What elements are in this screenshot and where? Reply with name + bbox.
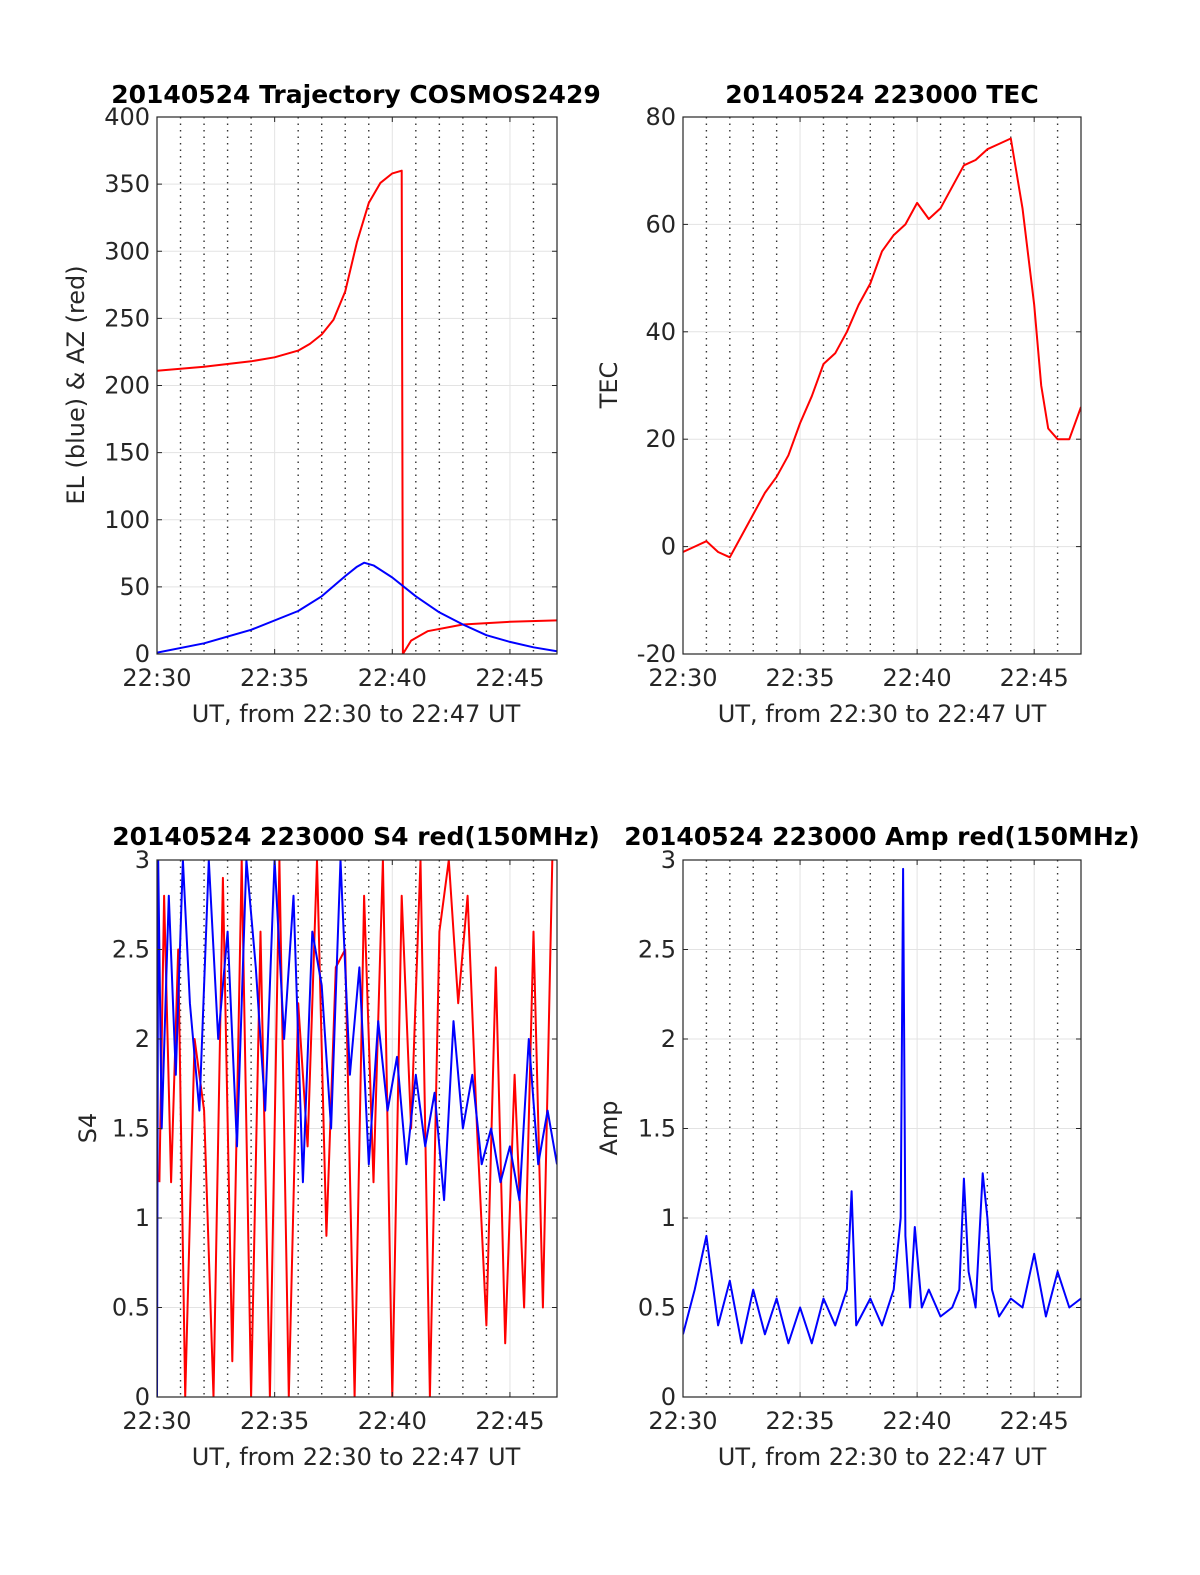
y-tick-label: 2 <box>661 1025 676 1053</box>
y-tick-label: 0 <box>135 1383 150 1411</box>
y-tick-label: 1 <box>135 1204 150 1232</box>
y-tick-label: 100 <box>104 506 150 534</box>
y-tick-label: 150 <box>104 439 150 467</box>
y-tick-label: 2 <box>135 1025 150 1053</box>
y-tick-label: 0.5 <box>638 1294 676 1322</box>
y-axis-label: TEC <box>595 362 623 410</box>
x-tick-label: 22:45 <box>1000 664 1069 692</box>
x-tick-label: 22:40 <box>883 1407 952 1435</box>
y-tick-label: 20 <box>645 425 676 453</box>
y-tick-label: 2.5 <box>638 936 676 964</box>
x-tick-label: 22:40 <box>883 664 952 692</box>
y-tick-label: 350 <box>104 170 150 198</box>
y-tick-label: 40 <box>645 318 676 346</box>
series-line <box>157 860 557 1397</box>
axes-box <box>682 116 1082 655</box>
y-tick-label: 0 <box>661 533 676 561</box>
y-axis-label: S4 <box>74 1113 102 1144</box>
y-tick-label: 0 <box>135 640 150 668</box>
panel-title: 20140524 223000 Amp red(150MHz) <box>624 822 1140 851</box>
y-tick-label: 1.5 <box>112 1115 150 1143</box>
series-line <box>157 169 557 654</box>
x-axis-label: UT, from 22:30 to 22:47 UT <box>718 1443 1047 1471</box>
y-tick-label: 0.5 <box>112 1294 150 1322</box>
y-tick-label: 3 <box>661 846 676 874</box>
x-axis-label: UT, from 22:30 to 22:47 UT <box>718 700 1047 728</box>
y-axis-label: EL (blue) & AZ (red) <box>62 265 90 504</box>
x-tick-label: 22:45 <box>475 1407 544 1435</box>
panel-title: 20140524 223000 S4 red(150MHz) <box>112 822 600 851</box>
x-tick-label: 22:35 <box>240 1407 309 1435</box>
x-tick-label: 22:30 <box>122 664 191 692</box>
y-tick-label: 400 <box>104 103 150 131</box>
y-tick-label: 250 <box>104 304 150 332</box>
x-tick-label: 22:35 <box>765 664 834 692</box>
series-line <box>683 867 1081 1345</box>
x-tick-label: 22:35 <box>765 1407 834 1435</box>
y-tick-label: 3 <box>135 846 150 874</box>
x-axis-label: UT, from 22:30 to 22:47 UT <box>192 700 521 728</box>
panel-amp: 20140524 223000 Amp red(150MHz) UT, from… <box>595 822 1140 1471</box>
x-tick-label: 22:40 <box>358 664 427 692</box>
y-tick-label: 200 <box>104 372 150 400</box>
x-tick-label: 22:45 <box>1000 1407 1069 1435</box>
x-tick-label: 22:40 <box>358 1407 427 1435</box>
panel-title: 20140524 Trajectory COSMOS2429 <box>111 80 601 109</box>
y-tick-label: -20 <box>637 640 676 668</box>
panel-tec: 20140524 223000 TEC UT, from 22:30 to 22… <box>595 80 1082 728</box>
series-line <box>157 561 557 654</box>
y-tick-label: 2.5 <box>112 936 150 964</box>
x-tick-label: 22:30 <box>648 1407 717 1435</box>
x-tick-label: 22:35 <box>240 664 309 692</box>
panel-title: 20140524 223000 TEC <box>725 80 1038 109</box>
x-tick-label: 22:30 <box>122 1407 191 1435</box>
panel-trajectory: 20140524 Trajectory COSMOS2429 UT, from … <box>62 80 601 728</box>
series-line <box>683 137 1081 559</box>
y-tick-label: 50 <box>119 573 150 601</box>
series-line <box>158 860 554 1397</box>
x-tick-label: 22:45 <box>475 664 544 692</box>
x-axis-label: UT, from 22:30 to 22:47 UT <box>192 1443 521 1471</box>
y-tick-label: 300 <box>104 237 150 265</box>
plot-area <box>683 117 1081 654</box>
panel-s4: 20140524 223000 S4 red(150MHz) UT, from … <box>74 822 600 1471</box>
y-axis-label: Amp <box>595 1100 623 1155</box>
y-tick-label: 0 <box>661 1383 676 1411</box>
y-tick-label: 1.5 <box>638 1115 676 1143</box>
y-tick-label: 80 <box>645 103 676 131</box>
y-tick-label: 60 <box>645 210 676 238</box>
y-tick-label: 1 <box>661 1204 676 1232</box>
x-tick-label: 22:30 <box>648 664 717 692</box>
